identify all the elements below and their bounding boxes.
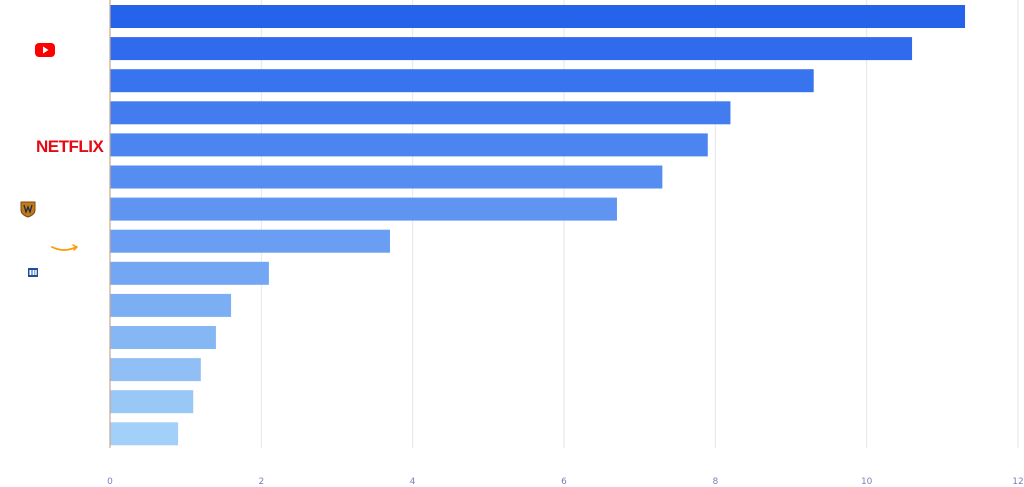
warner-bros-logo <box>20 201 36 218</box>
bar <box>110 101 731 125</box>
bars <box>110 5 966 446</box>
bar <box>110 229 390 253</box>
bar <box>110 358 201 382</box>
netflix-logo: NETFLIX <box>36 137 104 156</box>
bar <box>110 5 966 28</box>
grid-lines <box>260 0 1019 448</box>
bar <box>110 37 913 61</box>
amazon-logo <box>51 244 78 251</box>
nbc-logo <box>28 268 38 277</box>
x-axis-ticks: 0 2 4 6 8 10 12 <box>107 477 1024 487</box>
bar <box>110 197 617 221</box>
x-tick-label: 8 <box>712 477 718 487</box>
bar <box>110 69 814 93</box>
x-tick-label: 4 <box>410 477 416 487</box>
bar <box>110 261 269 285</box>
youtube-logo <box>35 43 55 57</box>
x-tick-label: 2 <box>258 477 264 487</box>
bar <box>110 422 179 446</box>
x-tick-label: 0 <box>107 477 113 487</box>
x-tick-label: 12 <box>1012 477 1023 487</box>
bar <box>110 326 216 349</box>
bar <box>110 293 232 317</box>
bar <box>110 165 663 189</box>
bar <box>110 133 708 157</box>
x-tick-label: 10 <box>861 477 873 487</box>
bar <box>110 390 194 414</box>
x-tick-label: 6 <box>561 477 567 487</box>
